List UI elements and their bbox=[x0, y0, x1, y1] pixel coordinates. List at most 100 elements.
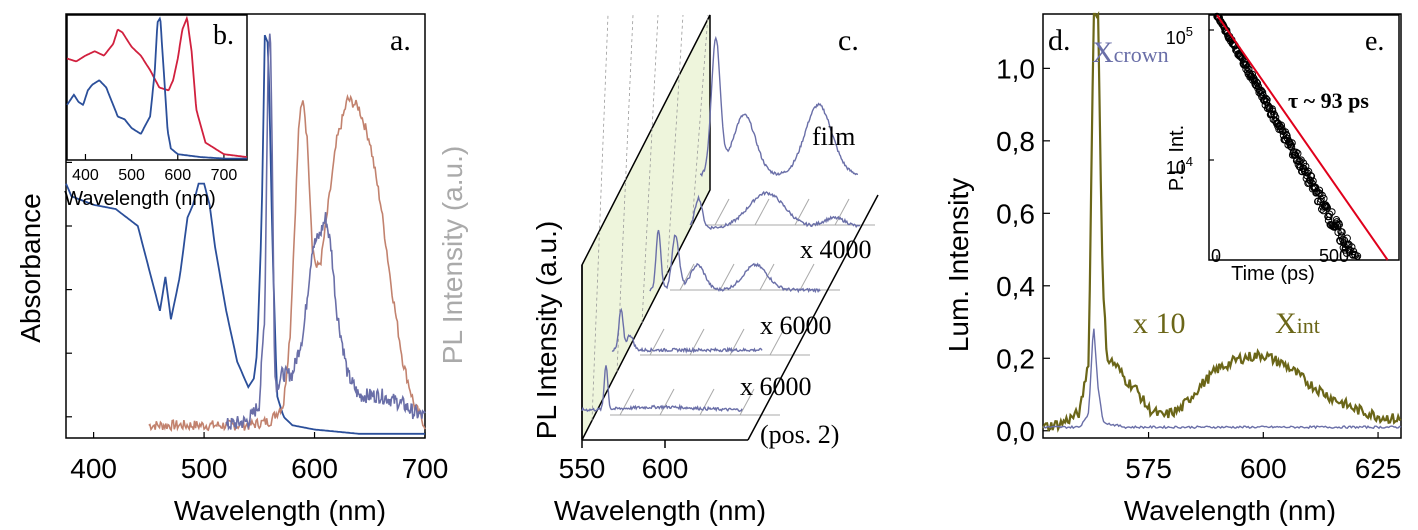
panel-d-annotation-xint: Xint bbox=[1275, 307, 1320, 340]
xint-main: X bbox=[1275, 307, 1297, 340]
panel-c-series-label-2: x 6000 bbox=[760, 311, 832, 340]
panel-c-series-label-film: film bbox=[812, 122, 855, 151]
panel-a-series-lavender bbox=[225, 33, 426, 431]
panel-c-floor-grid-2-2 bbox=[759, 263, 775, 291]
panel-d-ytick-4: 0,8 bbox=[996, 126, 1035, 157]
panel-c-wall-grid-4 bbox=[691, 14, 709, 226]
panel-b-series-blue bbox=[66, 16, 247, 160]
panel-e-ytick-1: 104 bbox=[1166, 154, 1193, 178]
panel-d-ytick-1: 0,2 bbox=[996, 343, 1035, 374]
panel-a-ylabel: Absorbance bbox=[15, 193, 46, 342]
panel-a: a. 400 500 600 700 Wavelength (nm) Absorban… bbox=[15, 13, 468, 526]
panel-c-right-edge bbox=[747, 194, 879, 441]
panel-e-point bbox=[1340, 239, 1348, 247]
panel-d-ytick-0: 0,0 bbox=[996, 416, 1035, 447]
panel-e-point bbox=[1301, 167, 1309, 175]
panel-c-xlabel: Wavelength (nm) bbox=[554, 495, 766, 526]
panel-d-annotation-x10: x 10 bbox=[1133, 307, 1186, 340]
panel-e-point bbox=[1294, 149, 1302, 158]
panel-c-floor-grid-3-0 bbox=[714, 198, 730, 226]
panel-e-point bbox=[1338, 228, 1346, 236]
panel-b-series-red bbox=[66, 15, 248, 158]
panel-d-ylabel: Lum. Intensity bbox=[943, 178, 974, 352]
panel-c-series-label-3: x 6000 bbox=[740, 372, 812, 401]
panel-e-ytick-1-exp: 4 bbox=[1186, 154, 1193, 169]
panel-a-series-blue bbox=[65, 34, 425, 435]
panel-c-extra-label: (pos. 2) bbox=[760, 420, 839, 449]
panel-e-point bbox=[1262, 94, 1270, 103]
panel-d-xtick-tick-2: 625 bbox=[1355, 453, 1402, 484]
panel-e-point bbox=[1288, 139, 1296, 147]
panel-e-point bbox=[1253, 79, 1262, 87]
panel-c-spectrum-2 bbox=[649, 229, 821, 294]
panel-a-xtick-tick-2: 600 bbox=[291, 453, 338, 484]
panel-c-floor-grid-1-3 bbox=[769, 328, 785, 356]
panel-e-point bbox=[1335, 220, 1344, 229]
panel-b-series bbox=[66, 15, 248, 160]
panel-c-floor-grid-2-0 bbox=[679, 263, 695, 291]
panel-e-ytick-0-base: 10 bbox=[1166, 28, 1186, 48]
panel-d-annotation-xcrown: Xcrown bbox=[1092, 36, 1169, 69]
panel-c-series bbox=[581, 35, 861, 413]
panel-c-floor-grid-0-0 bbox=[619, 388, 635, 416]
panel-b-xtick-tick-1: 500 bbox=[118, 167, 145, 184]
panel-c-wall-grid-3 bbox=[666, 14, 684, 275]
xcrown-main: X bbox=[1092, 36, 1114, 69]
panel-c-floor-grid-2-1 bbox=[719, 263, 735, 291]
panel-a-label: a. bbox=[390, 24, 411, 57]
panel-e-xtick-0: 0 bbox=[1211, 246, 1221, 266]
panel-c-spectrum-3 bbox=[611, 307, 763, 354]
panel-d-xlabel: Wavelength (nm) bbox=[1124, 495, 1336, 526]
panel-e-fit-line bbox=[1216, 14, 1389, 261]
panel-c-wall-grid-0 bbox=[591, 14, 609, 421]
panel-d-ytick-3: 0,6 bbox=[996, 198, 1035, 229]
xint-sub: int bbox=[1297, 313, 1320, 338]
panel-b-xtick-tick-3: 700 bbox=[211, 167, 238, 184]
panel-d-series-olive bbox=[1041, 10, 1402, 433]
panel-a-ylabel-right: PL Intensity (a.u.) bbox=[437, 146, 468, 364]
panel-e-point bbox=[1307, 172, 1316, 181]
panel-e-point bbox=[1223, 26, 1231, 35]
panel-a-xtick-tick-1: 500 bbox=[181, 453, 228, 484]
panel-e-point bbox=[1328, 208, 1336, 216]
panel-e-ytick-0: 105 bbox=[1166, 24, 1193, 48]
panel-e-point bbox=[1336, 237, 1345, 245]
panel-a-series bbox=[65, 33, 426, 435]
panel-b-label: b. bbox=[213, 20, 234, 51]
panel-e-ytick-0-exp: 5 bbox=[1186, 24, 1193, 39]
panel-a-xlabel: Wavelength (nm) bbox=[174, 495, 386, 526]
panel-d-series-lavender bbox=[1042, 328, 1402, 430]
panel-e-point bbox=[1215, 14, 1224, 22]
panel-d-label: d. bbox=[1048, 24, 1071, 57]
panel-e-point bbox=[1292, 148, 1300, 157]
panel-e-plot bbox=[1209, 12, 1389, 261]
panel-d: d. 575 600 625 0,0 0,2 0,4 0,6 0,8 1,0 Xcrown x … bbox=[943, 10, 1402, 526]
panel-c-floor-grid-0-1 bbox=[659, 388, 675, 416]
panel-c-wall-lines bbox=[591, 14, 709, 421]
panel-e-xtick-1: 500 bbox=[1319, 246, 1349, 266]
panel-a-xtick-tick-3: 700 bbox=[402, 453, 449, 484]
panel-e-point bbox=[1353, 252, 1362, 260]
panel-d-ticks: 575 600 625 0,0 0,2 0,4 0,6 0,8 1,0 bbox=[996, 53, 1401, 484]
xcrown-sub: crown bbox=[1114, 42, 1169, 67]
panel-e-ylabel: P.L. Int. bbox=[1166, 125, 1188, 191]
panel-e-point bbox=[1325, 210, 1334, 218]
panel-e-xlabel: Time (ps) bbox=[1231, 263, 1315, 285]
panel-b-xtick-tick-0: 400 bbox=[72, 167, 99, 184]
panel-c-xtick-1: 600 bbox=[642, 453, 689, 484]
panel-c-spectrum-4 bbox=[581, 365, 743, 413]
panel-e-point bbox=[1277, 126, 1285, 134]
panel-c-floor-grid-0-2 bbox=[699, 388, 715, 416]
panel-e-ytick-1-base: 10 bbox=[1166, 158, 1186, 178]
panel-c: c. film x 4000 x 6000 x 6000 (pos. 2) 55… bbox=[531, 14, 879, 526]
panel-e-label: e. bbox=[1365, 26, 1384, 57]
panel-c-back-wall bbox=[581, 14, 711, 441]
panel-c-floor-grid-2-3 bbox=[799, 263, 815, 291]
panel-b-xlabel: Wavelength (nm) bbox=[64, 188, 216, 210]
panel-c-floor-grid-3-1 bbox=[754, 198, 770, 226]
panel-e: e. τ ~ 93 ps Time (ps) P.L. Int. 0 500 1… bbox=[1166, 12, 1400, 285]
panel-c-label: c. bbox=[838, 24, 859, 57]
panel-e-point bbox=[1322, 202, 1330, 210]
panel-c-xtick-0: 550 bbox=[559, 453, 606, 484]
